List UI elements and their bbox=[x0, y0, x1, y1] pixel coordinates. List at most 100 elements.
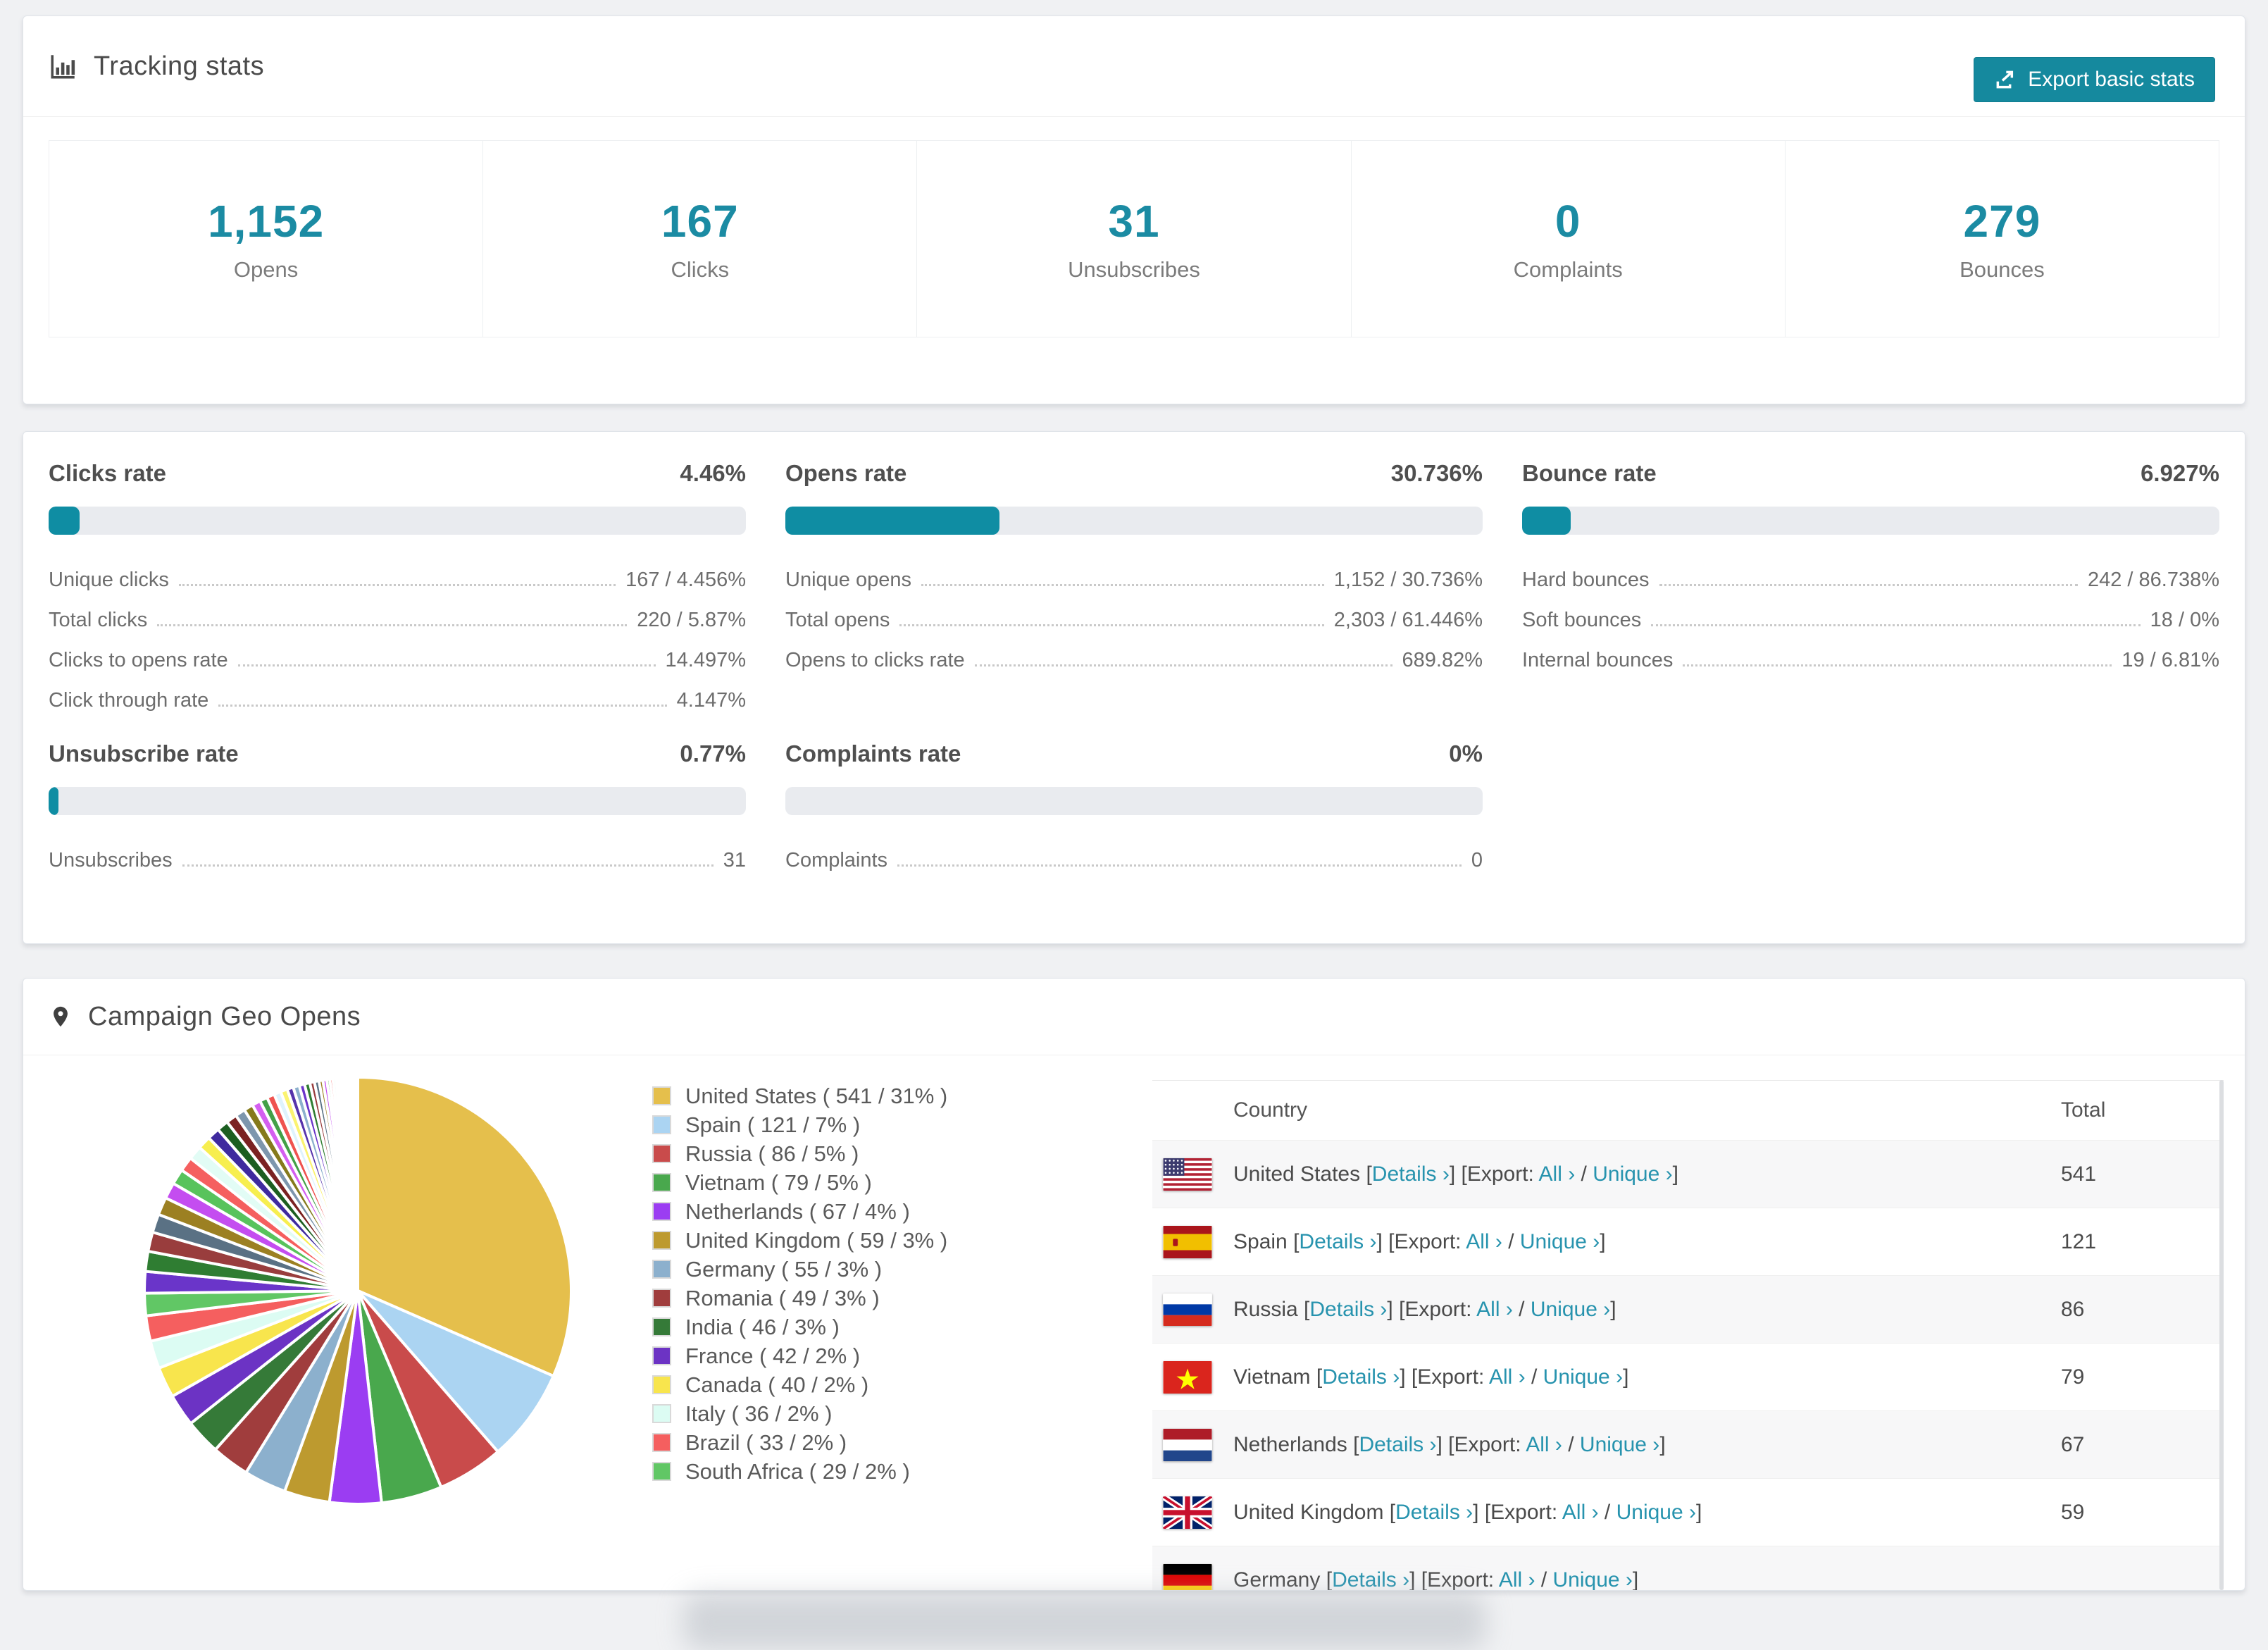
details-link[interactable]: Details › bbox=[1359, 1432, 1437, 1456]
rate-title: Opens rate bbox=[785, 460, 907, 486]
export-all-link[interactable]: All › bbox=[1526, 1432, 1562, 1456]
legend-swatch bbox=[652, 1115, 671, 1134]
export-unique-link[interactable]: Unique › bbox=[1519, 1229, 1600, 1253]
rate-detail-row: Total opens 2,303 / 61.446% bbox=[785, 597, 1483, 638]
country-column-header: Country bbox=[1233, 1098, 1308, 1122]
rate-detail-row: Opens to clicks rate 689.82% bbox=[785, 638, 1483, 678]
export-unique-link[interactable]: Unique › bbox=[1543, 1365, 1624, 1389]
rate-section-clicks: Clicks rate 4.46% Unique clicks 167 / 4.456… bbox=[49, 460, 746, 718]
dotted-leader bbox=[974, 664, 1392, 666]
rate-detail-label: Opens to clicks rate bbox=[785, 649, 965, 671]
details-link[interactable]: Details › bbox=[1395, 1500, 1473, 1524]
rate-detail-label: Click through rate bbox=[49, 689, 209, 712]
legend-swatch bbox=[652, 1346, 671, 1365]
legend-label: Russia ( 86 / 5% ) bbox=[685, 1141, 859, 1166]
table-row-spain: Spain [Details ›] [Export: All › / Uniqu… bbox=[1152, 1208, 2224, 1275]
rate-detail-value: 0 bbox=[1471, 849, 1483, 871]
dotted-leader bbox=[1659, 584, 2078, 586]
rate-progress-bar bbox=[1522, 507, 2219, 535]
export-all-link[interactable]: All › bbox=[1466, 1229, 1502, 1253]
legend-item-netherlands: Netherlands ( 67 / 4% ) bbox=[652, 1197, 947, 1226]
rate-section-unsubscribe: Unsubscribe rate 0.77% Unsubscribes 31 bbox=[49, 740, 746, 878]
country-name: Spain bbox=[1233, 1229, 1294, 1253]
stat-box-opens: 1,152 Opens bbox=[49, 140, 484, 337]
country-total: 121 bbox=[2061, 1229, 2097, 1253]
geo-table-header: Country Total bbox=[1152, 1081, 2224, 1140]
rate-detail-row: Soft bounces 18 / 0% bbox=[1522, 597, 2219, 638]
rate-detail-value: 167 / 4.456% bbox=[625, 569, 746, 591]
dotted-leader bbox=[921, 584, 1324, 586]
geo-country-table: Country Total United States [Details ›] … bbox=[1152, 1080, 2224, 1591]
dotted-leader bbox=[897, 864, 1462, 867]
stat-label: Clicks bbox=[671, 257, 730, 282]
legend-item-india: India ( 46 / 3% ) bbox=[652, 1313, 947, 1341]
flag-ru-icon bbox=[1163, 1293, 1212, 1326]
dotted-leader bbox=[157, 624, 628, 626]
rate-value: 0.77% bbox=[680, 740, 746, 767]
table-row-vietnam: Vietnam [Details ›] [Export: All › / Uni… bbox=[1152, 1343, 2224, 1410]
rate-detail-value: 220 / 5.87% bbox=[637, 609, 746, 631]
pie-slice-united-states[interactable] bbox=[356, 1076, 573, 1378]
export-unique-link[interactable]: Unique › bbox=[1530, 1297, 1611, 1321]
rate-detail-row: Complaints 0 bbox=[785, 838, 1483, 878]
country-name: Russia bbox=[1233, 1297, 1304, 1321]
details-link[interactable]: Details › bbox=[1332, 1568, 1410, 1591]
pie-slice-spain[interactable] bbox=[356, 1289, 555, 1453]
rates-card: Clicks rate 4.46% Unique clicks 167 / 4.456… bbox=[23, 431, 2245, 944]
rate-section-opens: Opens rate 30.736% Unique opens 1,152 / 30.… bbox=[785, 460, 1483, 678]
rate-detail-value: 14.497% bbox=[665, 649, 747, 671]
legend-swatch bbox=[652, 1260, 671, 1279]
details-link[interactable]: Details › bbox=[1371, 1162, 1450, 1186]
details-link[interactable]: Details › bbox=[1309, 1297, 1388, 1321]
legend-label: Netherlands ( 67 / 4% ) bbox=[685, 1198, 910, 1224]
details-link[interactable]: Details › bbox=[1299, 1229, 1377, 1253]
dotted-leader bbox=[182, 864, 714, 867]
export-all-link[interactable]: All › bbox=[1488, 1365, 1526, 1389]
pie-slice-other-61[interactable] bbox=[355, 1075, 359, 1292]
stat-label: Bounces bbox=[1959, 257, 2045, 282]
rate-detail-row: Hard bounces 242 / 86.738% bbox=[1522, 557, 2219, 597]
rate-detail-value: 31 bbox=[723, 849, 746, 871]
legend-label: France ( 42 / 2% ) bbox=[685, 1343, 861, 1368]
export-all-link[interactable]: All › bbox=[1476, 1297, 1513, 1321]
legend-swatch bbox=[652, 1375, 671, 1394]
tracking-stats-page: { "tracking": { "title": "Tracking stats… bbox=[23, 15, 2245, 1650]
export-all-link[interactable]: All › bbox=[1538, 1162, 1576, 1186]
export-unique-link[interactable]: Unique › bbox=[1593, 1162, 1673, 1186]
export-all-link[interactable]: All › bbox=[1562, 1500, 1599, 1524]
legend-label: Brazil ( 33 / 2% ) bbox=[685, 1429, 847, 1455]
legend-label: Spain ( 121 / 7% ) bbox=[685, 1112, 861, 1137]
export-all-link[interactable]: All › bbox=[1498, 1568, 1535, 1591]
rate-detail-value: 242 / 86.738% bbox=[2087, 569, 2219, 591]
legend-item-united-kingdom: United Kingdom ( 59 / 3% ) bbox=[652, 1226, 947, 1255]
export-unique-link[interactable]: Unique › bbox=[1552, 1568, 1633, 1591]
country-name: Germany bbox=[1233, 1568, 1326, 1591]
dotted-leader bbox=[899, 624, 1324, 626]
details-link[interactable]: Details › bbox=[1322, 1365, 1400, 1389]
table-scrollbar[interactable] bbox=[2219, 1080, 2224, 1590]
export-unique-link[interactable]: Unique › bbox=[1579, 1432, 1660, 1456]
dotted-leader bbox=[1651, 624, 2141, 626]
summary-stats-row: 1,152 Opens 167 Clicks 31 Unsubscribes 0 Compla… bbox=[49, 140, 2220, 337]
stat-label: Opens bbox=[233, 257, 299, 282]
export-unique-link[interactable]: Unique › bbox=[1616, 1500, 1696, 1524]
rate-detail-label: Unsubscribes bbox=[49, 849, 173, 871]
stat-value: 0 bbox=[1554, 196, 1581, 247]
rate-section-bounce: Bounce rate 6.927% Hard bounces 242 / 86.73… bbox=[1522, 460, 2219, 678]
rate-progress-fill bbox=[1522, 507, 1571, 535]
rate-detail-label: Soft bounces bbox=[1522, 609, 1642, 631]
export-basic-stats-button[interactable]: Export basic stats bbox=[1974, 57, 2215, 102]
legend-swatch bbox=[652, 1144, 671, 1163]
rate-detail-row: Unsubscribes 31 bbox=[49, 838, 746, 878]
rate-detail-label: Internal bounces bbox=[1522, 649, 1674, 671]
legend-label: Italy ( 36 / 2% ) bbox=[685, 1401, 833, 1426]
stat-value: 167 bbox=[661, 196, 739, 247]
rate-progress-bar bbox=[49, 787, 746, 815]
legend-swatch bbox=[652, 1462, 671, 1481]
country-name: Netherlands bbox=[1233, 1432, 1354, 1456]
rate-detail-value: 689.82% bbox=[1402, 649, 1483, 671]
legend-item-vietnam: Vietnam ( 79 / 5% ) bbox=[652, 1168, 947, 1197]
rate-value: 30.736% bbox=[1390, 460, 1483, 486]
legend-item-brazil: Brazil ( 33 / 2% ) bbox=[652, 1428, 947, 1457]
rate-progress-bar bbox=[785, 507, 1483, 535]
